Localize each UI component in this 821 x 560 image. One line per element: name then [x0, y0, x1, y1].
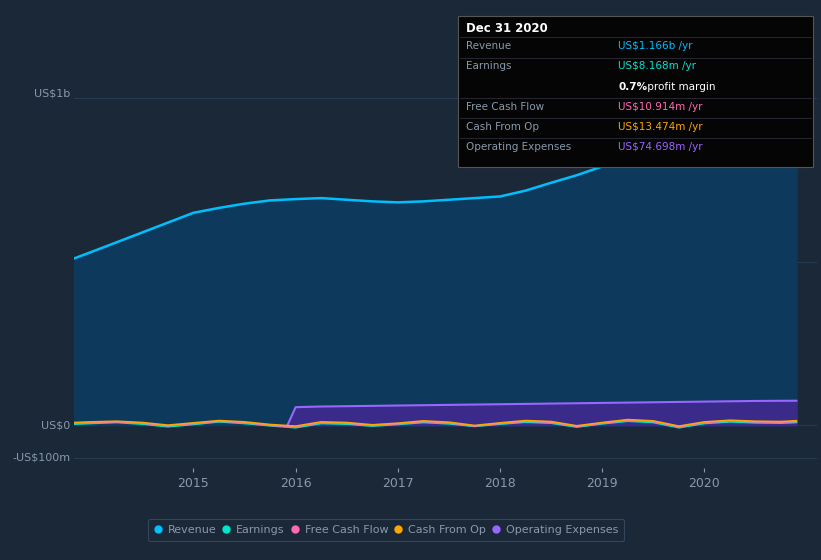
- Text: US$0: US$0: [41, 420, 70, 430]
- Text: -US$100m: -US$100m: [12, 453, 70, 463]
- Legend: Revenue, Earnings, Free Cash Flow, Cash From Op, Operating Expenses: Revenue, Earnings, Free Cash Flow, Cash …: [148, 519, 624, 541]
- Text: Earnings: Earnings: [466, 62, 511, 72]
- Text: 0.7%: 0.7%: [618, 82, 647, 92]
- Text: US$1b: US$1b: [34, 88, 70, 99]
- Text: US$13.474m /yr: US$13.474m /yr: [618, 122, 703, 132]
- Text: profit margin: profit margin: [644, 82, 716, 92]
- Text: Dec 31 2020: Dec 31 2020: [466, 21, 548, 35]
- Text: Free Cash Flow: Free Cash Flow: [466, 102, 544, 112]
- Text: Revenue: Revenue: [466, 41, 511, 52]
- Text: US$1.166b /yr: US$1.166b /yr: [618, 41, 693, 52]
- Text: US$74.698m /yr: US$74.698m /yr: [618, 142, 703, 152]
- Text: US$8.168m /yr: US$8.168m /yr: [618, 62, 696, 72]
- Text: Cash From Op: Cash From Op: [466, 122, 539, 132]
- Text: Operating Expenses: Operating Expenses: [466, 142, 571, 152]
- Text: US$10.914m /yr: US$10.914m /yr: [618, 102, 703, 112]
